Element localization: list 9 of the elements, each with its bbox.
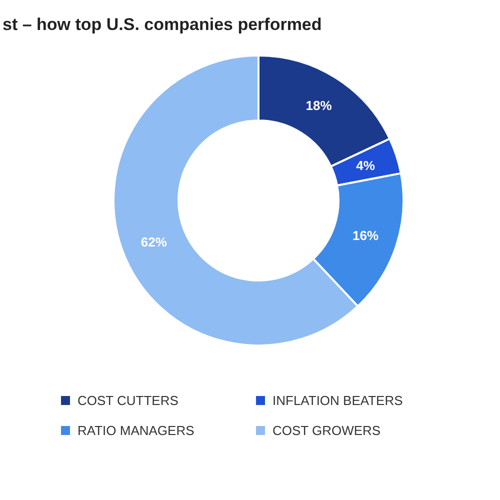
legend-label: RATIO MANAGERS xyxy=(78,423,195,438)
legend-label: COST GROWERS xyxy=(272,423,381,438)
legend-label: INFLATION BEATERS xyxy=(272,393,404,408)
chart-title: st – how top U.S. companies performed xyxy=(2,15,322,34)
legend-label: COST CUTTERS xyxy=(78,393,179,408)
data-label: 16% xyxy=(352,228,379,243)
data-label: 4% xyxy=(356,158,376,174)
data-label: 62% xyxy=(140,234,168,250)
data-label: 18% xyxy=(306,98,332,114)
